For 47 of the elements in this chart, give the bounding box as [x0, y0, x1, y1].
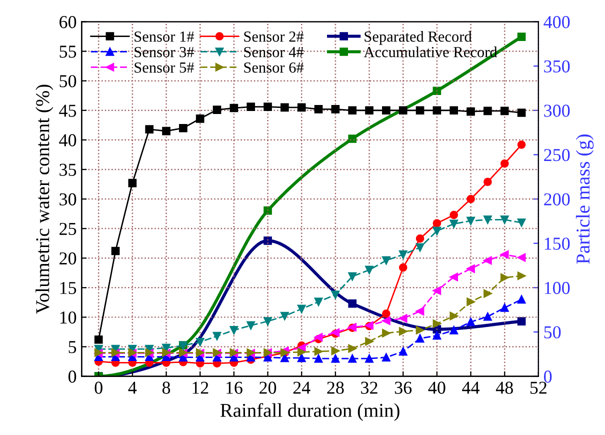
y-tick-label: 40	[59, 134, 76, 146]
x-tick-label: 44	[462, 382, 480, 394]
legend-label: Sensor 5#	[134, 62, 194, 73]
y-tick-label: 55	[60, 46, 76, 58]
legend-label: Sensor 3#	[134, 46, 194, 58]
legend-label: Sensor 4#	[244, 46, 304, 58]
y2-tick-label: 50	[544, 326, 561, 338]
x-tick-label: 32	[361, 382, 378, 394]
x-tick-label: 52	[530, 382, 546, 394]
y2-tick-label: 0	[544, 370, 552, 383]
x-tick-label: 40	[428, 382, 446, 394]
y-tick-label: 15	[60, 282, 76, 294]
y2-tick-label: 300	[544, 104, 570, 117]
y-tick-label: 25	[60, 222, 76, 235]
y-tick-label: 45	[59, 104, 76, 117]
x-tick-label: 16	[226, 382, 242, 394]
legend-label: Sensor 6#	[244, 62, 304, 73]
legend-label: Separated Record	[364, 31, 472, 45]
y-tick-label: 35	[60, 164, 76, 176]
y2-tick-label: 200	[544, 193, 570, 206]
x-tick-label: 4	[128, 382, 137, 394]
y2-axis-title: Particle mass (g)	[576, 134, 594, 264]
legend-label: Sensor 2#	[244, 31, 304, 42]
y-tick-label: 5	[68, 341, 76, 354]
legend-label: Sensor 1#	[134, 31, 194, 42]
x-tick-label: 36	[394, 382, 412, 394]
x-tick-label: 24	[293, 382, 310, 394]
x-tick-label: 8	[162, 382, 170, 394]
y2-tick-label: 250	[544, 148, 570, 162]
y2-tick-label: 350	[544, 60, 570, 73]
y-tick-label: 50	[60, 75, 76, 88]
x-tick-label: 12	[192, 382, 208, 394]
x-axis-title: Rainfall duration (min)	[220, 403, 400, 421]
y2-tick-label: 400	[544, 16, 570, 28]
y-tick-label: 10	[60, 311, 76, 324]
x-tick-label: 48	[496, 382, 513, 394]
y-tick-label: 60	[60, 16, 76, 28]
y-axis-title: Volumetric water content (%)	[36, 84, 54, 314]
x-tick-label: 0	[94, 382, 102, 394]
y-tick-label: 30	[60, 193, 76, 206]
y-tick-label: 20	[60, 252, 76, 265]
y2-tick-label: 100	[544, 282, 570, 294]
y2-tick-label: 150	[544, 238, 570, 250]
x-tick-label: 20	[260, 382, 276, 394]
legend-label: Accumulative Record	[364, 46, 498, 58]
y-tick-label: 0	[68, 370, 76, 383]
x-tick-label: 28	[327, 382, 344, 394]
